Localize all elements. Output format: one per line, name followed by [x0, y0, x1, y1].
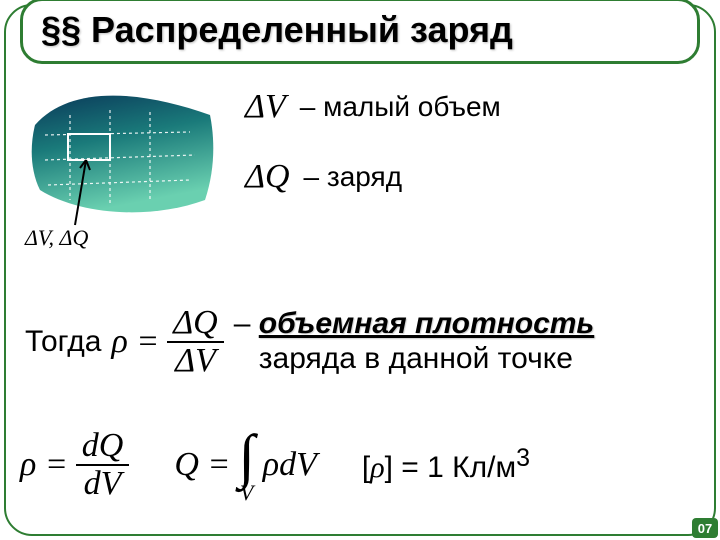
bottom-row: ρ = dQ dV Q = ∫V ρdV [ρ] = 1 Кл/м3 [20, 428, 700, 501]
frac-den: ΔV [169, 343, 222, 379]
surface-illustration: ΔV, ΔQ [20, 80, 220, 260]
units-suffix: ] = 1 Кл/м [385, 451, 516, 484]
units-power: 3 [516, 444, 530, 472]
integral-limit: V [240, 485, 253, 500]
definition-dq: ΔQ – заряд [245, 158, 402, 196]
dv-symbol: ΔV [245, 88, 286, 126]
integral-sign: ∫V [238, 435, 254, 495]
density-dash: – [234, 307, 251, 340]
slide-title: §§ Распределенный заряд [41, 9, 513, 50]
dq-text: – заряд [304, 161, 403, 193]
density-rest: заряда в данной точке [259, 342, 573, 375]
title-box: §§ Распределенный заряд [20, 0, 700, 64]
diff-num: dQ [76, 428, 130, 464]
content-region: ΔV, ΔQ ΔV – малый объем ΔQ – заряд Тогда… [20, 80, 700, 520]
units-expression: [ρ] = 1 Кл/м3 [362, 444, 530, 485]
definition-dv: ΔV – малый объем [245, 88, 501, 126]
density-term: объемная плотность [259, 307, 594, 340]
frac-num: ΔQ [167, 305, 224, 341]
rho-diff-equation: ρ = dQ dV [20, 428, 129, 501]
density-row: Тогда ρ = ΔQ ΔV – объемная плотность зар… [25, 305, 695, 378]
rho-equation: ρ = ΔQ ΔV [111, 305, 223, 378]
integral-body: ρdV [263, 446, 317, 484]
then-label: Тогда [25, 325, 101, 359]
illustration-label: ΔV, ΔQ [24, 225, 88, 250]
units-rho: ρ [370, 451, 384, 484]
Q-eq: Q = [174, 446, 230, 484]
dq-symbol: ΔQ [245, 158, 290, 196]
page-number-badge: 07 [692, 518, 718, 538]
dv-text: – малый объем [300, 91, 501, 123]
rho-diff-fraction: dQ dV [76, 428, 130, 501]
diff-den: dV [78, 466, 128, 502]
surface-blob [32, 96, 214, 213]
rho-diff-prefix: ρ = [20, 446, 68, 484]
rho-fraction: ΔQ ΔV [167, 305, 224, 378]
units-prefix: [ [362, 451, 370, 484]
rho-eq-prefix: ρ = [111, 323, 159, 361]
Q-integral: Q = ∫V ρdV [174, 435, 317, 495]
density-description: – объемная плотность заряда в данной точ… [234, 307, 595, 376]
